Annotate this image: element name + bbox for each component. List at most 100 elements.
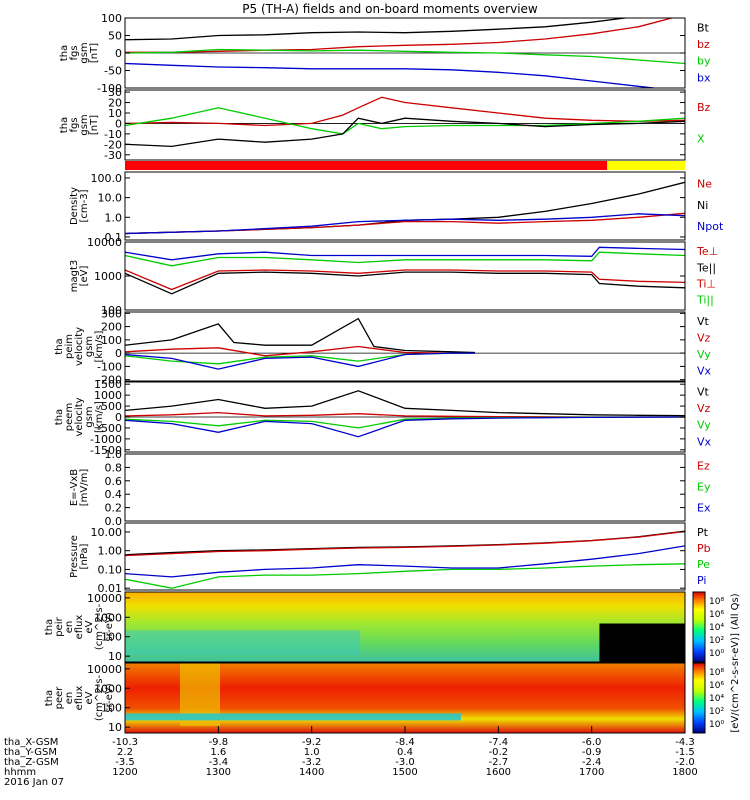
y-tick-label: 10000	[87, 236, 122, 249]
panel-frame	[124, 241, 686, 311]
panel-3	[125, 161, 685, 170]
y-tick-label: 1.0	[105, 448, 123, 461]
series-line-npot	[125, 213, 685, 235]
y-tick-label: 0	[115, 117, 122, 130]
legend-entry: Vy	[697, 419, 711, 432]
x-row-value: 1.0	[304, 747, 320, 758]
x-row-value: -6.0	[582, 737, 602, 748]
y-tick-label: 10.00	[91, 526, 123, 539]
y-axis-label: tha	[59, 117, 70, 133]
legend-entry: bz	[697, 38, 710, 51]
y-tick-label: -20	[104, 138, 122, 151]
legend-entry: Vt	[697, 315, 710, 328]
series-group	[125, 317, 685, 370]
x-row-value: 1800	[672, 767, 697, 778]
y-tick-label: 100	[101, 334, 122, 347]
colorbar-tick-label: 10⁴	[709, 623, 724, 633]
series-line-pe	[125, 563, 685, 589]
y-axis-label: eV	[84, 691, 95, 704]
series-line-te⊥	[125, 269, 685, 291]
series-line-series-3	[125, 117, 685, 148]
y-axis-label: [mV/m]	[79, 469, 90, 507]
x-row-value: -3.2	[302, 757, 322, 768]
x-row-value: -3.5	[115, 757, 135, 768]
panel-frame	[124, 591, 686, 663]
legend-entry: Npot	[697, 220, 724, 233]
spectrogram	[125, 592, 685, 662]
x-row-value: -1.5	[675, 747, 695, 758]
y-axis-label: [nPa]	[79, 543, 90, 569]
y-axis-label: en	[64, 692, 75, 705]
legend-entry: Te⊥	[696, 245, 718, 258]
x-row-value: 1200	[112, 767, 137, 778]
x-row-value: 1600	[486, 767, 511, 778]
y-tick-label: 200	[101, 321, 122, 334]
x-row-value: 1400	[299, 767, 324, 778]
y-axis-label: velocity	[74, 327, 85, 366]
y-axis-label: Density	[69, 187, 80, 225]
series-group	[125, 18, 685, 88]
series-group	[125, 96, 685, 148]
y-axis-label: fgs	[69, 117, 80, 132]
y-axis-label: (cm^2-s-	[94, 674, 105, 721]
y-axis-label: eflux	[74, 615, 85, 640]
legend-entry: Bz	[697, 101, 711, 114]
colorbar: 10⁸ 10⁶ 10⁴ 10² 10⁰ 10⁸ 10⁶ 10⁴ 10² 10⁰ [eV/(cm^2-…	[692, 591, 741, 734]
x-row-value: -4.3	[675, 737, 695, 748]
y-axis-label: [nT]	[89, 115, 100, 135]
panel-frame	[124, 522, 686, 591]
x-row-value: -9.2	[302, 737, 322, 748]
y-tick-label: -200	[97, 374, 122, 387]
colorbar-upper	[692, 591, 706, 663]
y-axis-label: tha	[44, 690, 55, 706]
y-tick-label: -1500	[90, 444, 122, 457]
y-axis-label: Pressure	[69, 535, 80, 578]
y-axis-label: gsm	[79, 42, 90, 63]
y-tick-label: 10	[108, 107, 122, 120]
series-line-pi	[125, 545, 685, 578]
y-axis-label: peem	[64, 403, 75, 431]
y-axis-label: sr-eV)	[104, 683, 115, 712]
y-axis-label: [eV]	[79, 266, 90, 287]
series-line-vx	[125, 416, 685, 438]
x-row-value: 1500	[392, 767, 417, 778]
y-axis-label: [cm-3]	[79, 189, 90, 222]
y-tick-label: -500	[97, 422, 122, 435]
series-group	[125, 530, 685, 589]
y-tick-label: -10	[104, 128, 122, 141]
y-tick-label: -100	[97, 360, 122, 373]
legend-entry: Vx	[697, 435, 712, 448]
colorbar-tick-label: 10⁰	[709, 649, 724, 659]
legend-entry: Vy	[697, 348, 711, 361]
series-line-bx	[125, 62, 660, 88]
y-tick-label: 1500	[94, 378, 122, 391]
legend-entry: Pe	[697, 558, 710, 571]
legend-entry: Ey	[697, 480, 711, 493]
panel-frame	[124, 17, 686, 89]
legend-entry: Vx	[697, 365, 712, 378]
y-axis-label: fgs	[69, 45, 80, 60]
y-axis-label: gsm	[79, 114, 90, 135]
series-line-pt	[125, 530, 685, 556]
y-tick-label: -1000	[90, 433, 122, 446]
x-row-value: -7.4	[489, 737, 509, 748]
x-row-value: -10.3	[112, 737, 138, 748]
legend-entry: Pb	[697, 542, 711, 555]
y-tick-label: 10000	[87, 592, 122, 605]
x-row-value: -8.4	[395, 737, 415, 748]
x-row-value: -2.0	[675, 757, 695, 768]
x-row-value: -0.9	[582, 747, 602, 758]
mode-bar-segment-1	[125, 161, 608, 170]
x-row-label: tha_X-GSM	[4, 737, 58, 748]
series-line-vz	[125, 345, 475, 357]
colorbar-tick-label: 10⁰	[709, 720, 724, 730]
colorbar-tick-label: 10²	[709, 636, 724, 646]
series-line-vt	[125, 390, 685, 417]
y-axis-label: magt3	[69, 260, 80, 293]
series-line-te||	[125, 271, 685, 295]
y-axis-label: tha	[44, 619, 55, 635]
x-row-value: 1700	[579, 767, 604, 778]
series-line-bt	[125, 18, 631, 41]
